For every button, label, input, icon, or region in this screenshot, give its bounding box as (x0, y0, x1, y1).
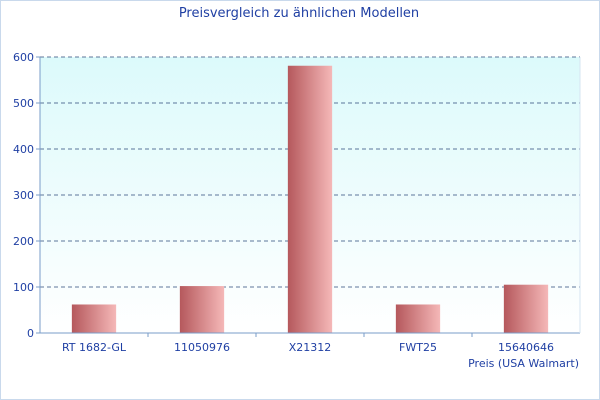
bar-x21312 (287, 65, 333, 334)
y-tick-label: 0 (27, 327, 34, 340)
x-tick-label: X21312 (289, 341, 332, 354)
bars (71, 65, 549, 334)
bar-fwt25 (395, 304, 441, 333)
x-tick-label: FWT25 (399, 341, 437, 354)
chart-title: Preisvergleich zu ähnlichen Modellen (179, 6, 419, 21)
bar-11050976 (179, 286, 225, 333)
y-tick-label: 600 (13, 51, 34, 64)
bar-15640646 (503, 284, 549, 333)
x-tick-label: 15640646 (498, 341, 554, 354)
y-tick-label: 100 (13, 281, 34, 294)
x-tick-label: RT 1682-GL (62, 341, 127, 354)
y-tick-label: 200 (13, 235, 34, 248)
y-tick-label: 500 (13, 97, 34, 110)
x-axis-ticks: RT 1682-GL 11050976 X21312 FWT25 15640646 (62, 333, 554, 354)
x-axis-label: Preis (USA Walmart) (468, 357, 579, 370)
x-tick-label: 11050976 (174, 341, 230, 354)
bar-rt-1682-gl (71, 304, 117, 333)
y-tick-label: 400 (13, 143, 34, 156)
y-axis-ticks: 0 100 200 300 400 500 600 (13, 51, 40, 340)
y-tick-label: 300 (13, 189, 34, 202)
